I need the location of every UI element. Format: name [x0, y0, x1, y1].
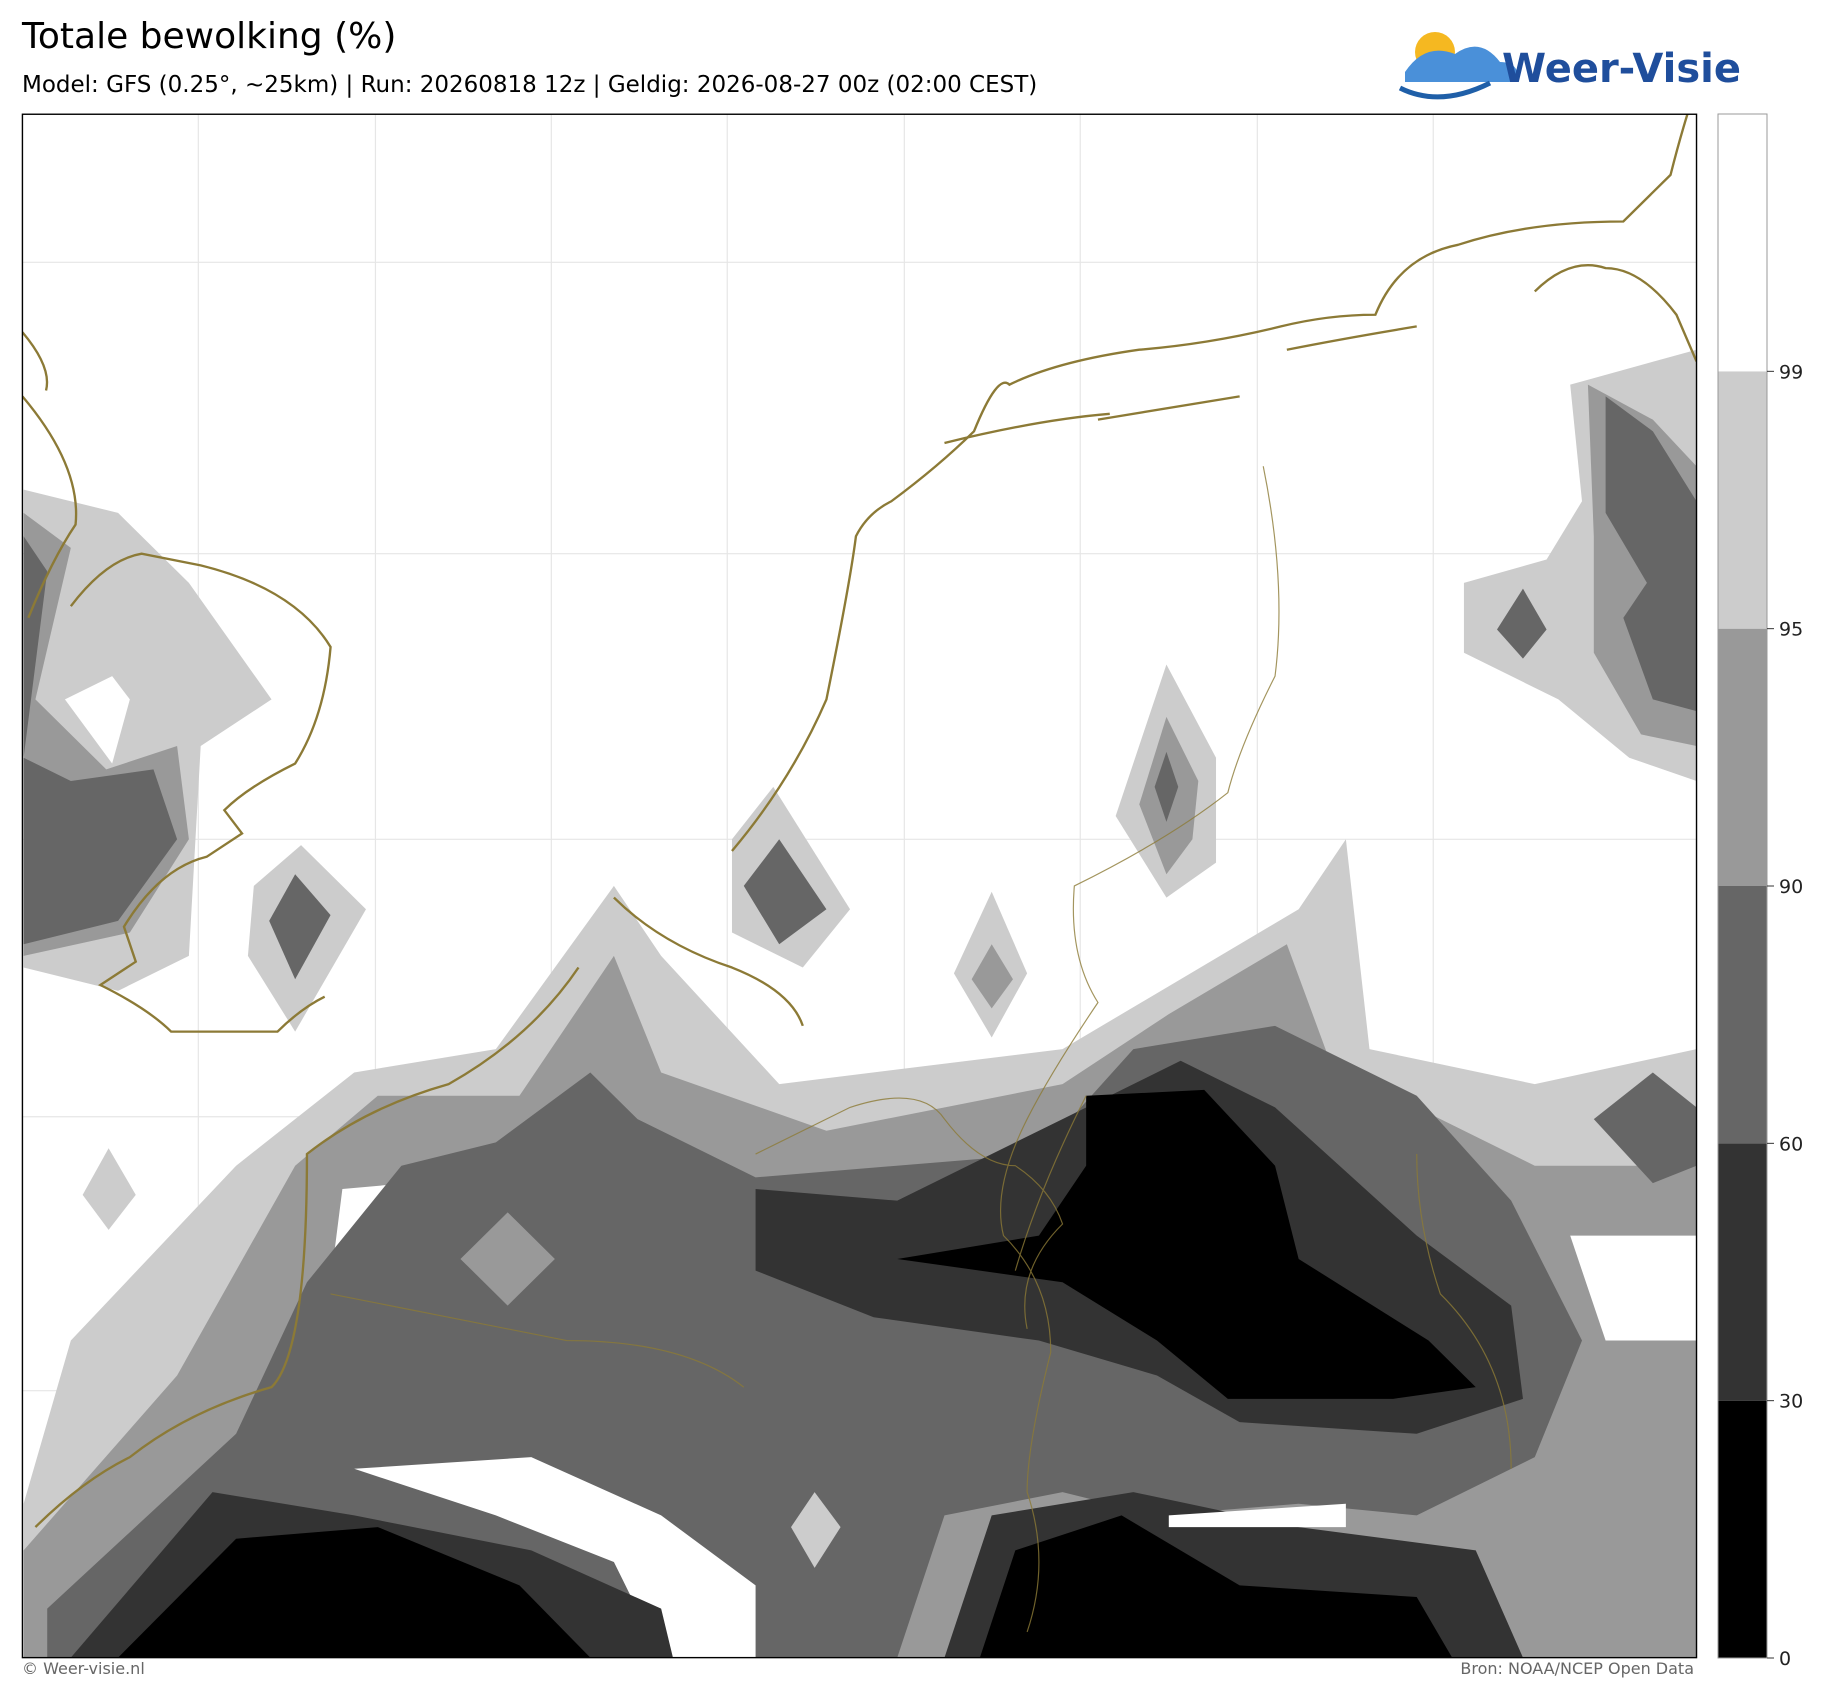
colorbar-tick-label: 30 — [1779, 1391, 1803, 1413]
map — [21, 113, 1698, 1659]
map-frame — [21, 113, 1698, 1659]
footer-credit: © Weer-visie.nl — [22, 1659, 145, 1678]
colorbar: 0 30 60 90 95 99 — [1717, 113, 1803, 1670]
colorbar-tick-label: 95 — [1779, 619, 1803, 641]
colorbar-band — [1718, 1143, 1767, 1401]
map-title: Totale bewolking (%) — [21, 16, 396, 57]
colorbar-band — [1718, 114, 1767, 372]
logo: Weer-Visie — [1398, 32, 1741, 100]
colorbar-tick-label: 99 — [1779, 361, 1803, 383]
cloud-field — [23, 349, 1697, 1658]
footer-source: Bron: NOAA/NCEP Open Data — [1460, 1659, 1694, 1678]
colorbar-band — [1718, 1400, 1767, 1658]
logo-text: Weer-Visie — [1502, 46, 1741, 92]
colorbar-tick-label: 90 — [1779, 876, 1803, 898]
coastlines — [22, 114, 1697, 1528]
colorbar-tick-label: 0 — [1779, 1648, 1791, 1670]
colorbar-band — [1718, 886, 1767, 1144]
colorbar-band — [1718, 371, 1767, 629]
colorbar-band — [1718, 628, 1767, 886]
colorbar-tick-label: 60 — [1779, 1133, 1803, 1155]
map-subtitle: Model: GFS (0.25°, ~25km) | Run: 2026081… — [22, 72, 1037, 98]
borders — [330, 466, 1512, 1633]
